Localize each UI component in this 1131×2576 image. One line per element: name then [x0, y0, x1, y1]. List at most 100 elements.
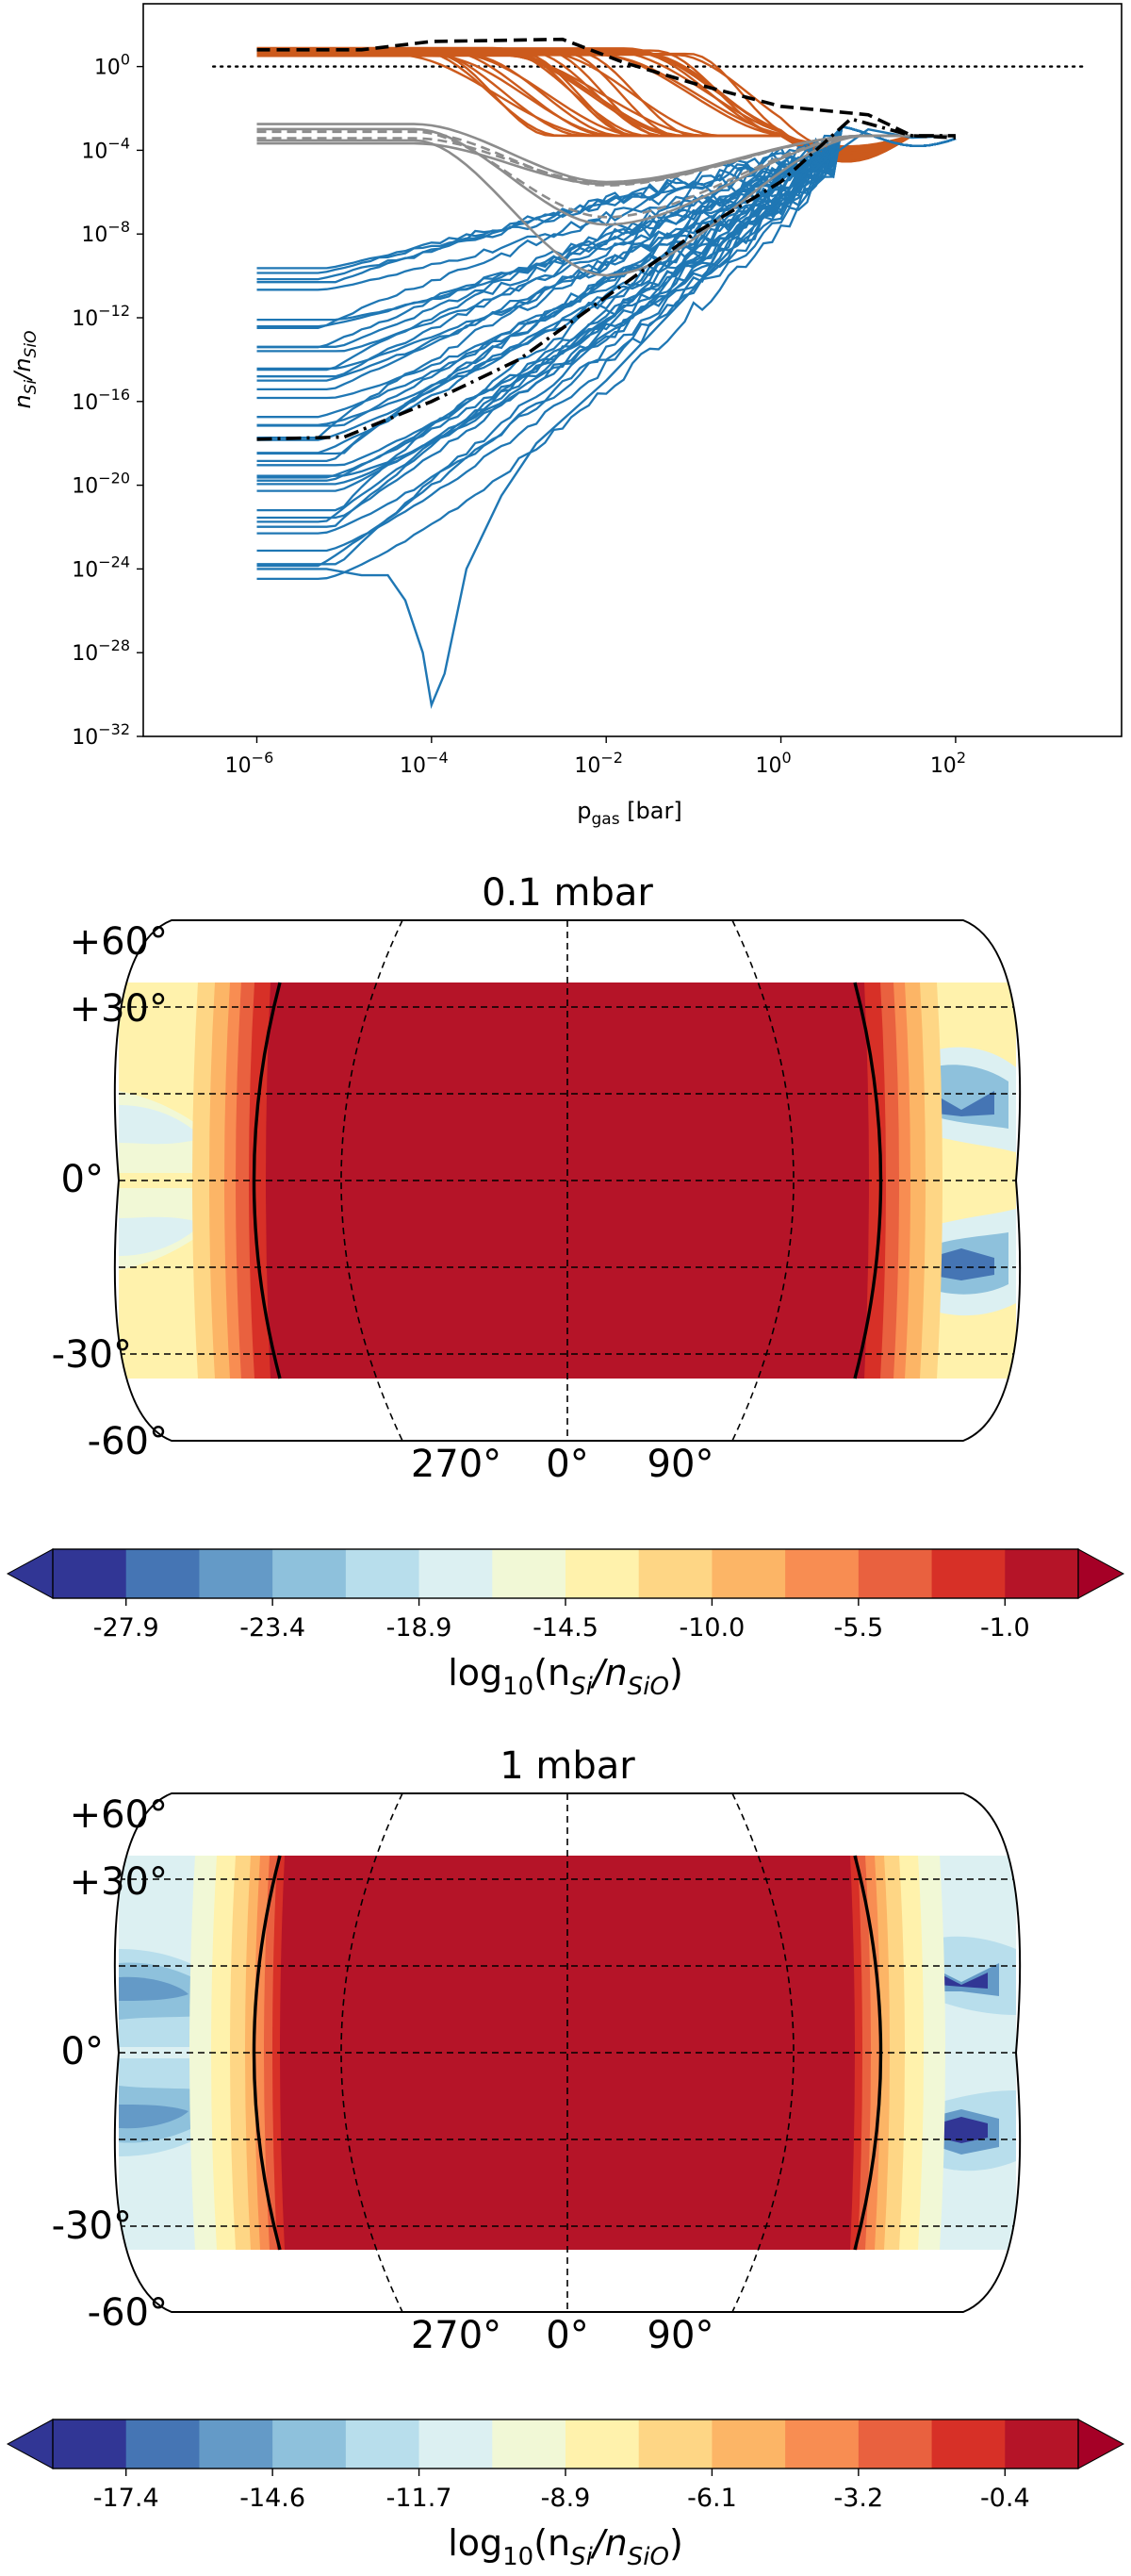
series-line-dayside [256, 52, 956, 163]
plot-frame [142, 3, 1123, 737]
series-line-terminator [256, 130, 956, 187]
colorbar-tick-label: -27.9 [93, 1613, 159, 1643]
colorbar-tick-label: -18.9 [386, 1613, 452, 1643]
map-contour [928, 1091, 994, 1116]
latitude-label: 0° [61, 1158, 104, 1201]
colorbar-extend-max [1077, 1548, 1125, 1599]
colorbar-swatch [785, 1549, 860, 1598]
colorbar-swatch [712, 1549, 786, 1598]
x-axis-label: pgas [bar] [577, 798, 681, 829]
series-line-nightside [256, 124, 957, 486]
colorbar-tick-label: -14.5 [533, 1613, 598, 1643]
colorbar-tick-label: -10.0 [679, 1613, 745, 1643]
colorbar-swatch [272, 1549, 347, 1598]
colorbar-swatch [53, 2419, 127, 2469]
colorbar-swatch [1005, 2419, 1079, 2469]
y-tick-label: 10−24 [72, 553, 130, 582]
colorbar-tick-label: -17.4 [93, 2484, 159, 2513]
series-line-nightside [256, 124, 957, 391]
latitude-label: +60° [70, 920, 168, 964]
series-line-nightside [256, 124, 957, 371]
map-title: 1 mbar [500, 1744, 635, 1788]
map-title: 0.1 mbar [482, 871, 653, 915]
y-tick-label: 10−16 [72, 386, 130, 415]
colorbar-swatch [931, 2419, 1006, 2469]
colorbar-tick-label: -11.7 [386, 2484, 452, 2513]
colorbar-swatch [566, 1549, 640, 1598]
colorbar-swatch [785, 2419, 860, 2469]
colorbar-tick-label: -3.2 [834, 2484, 884, 2513]
colorbar-swatch [492, 1549, 566, 1598]
y-tick-label: 10−20 [72, 470, 130, 499]
map-contour [119, 1105, 203, 1145]
y-tick-label: 10−32 [72, 720, 130, 750]
colorbar-tick-label: -6.1 [687, 2484, 737, 2513]
x-tick-label: 10−6 [225, 749, 274, 778]
y-axis-label: nSi/nSiO [9, 331, 41, 409]
y-tick-label: 10−4 [81, 134, 130, 163]
colorbar-swatch [125, 2419, 200, 2469]
map-panel-0.1mbar: 0.1 mbar +60° +30° 0° -30° -60° 270° 0° 90° [52, 871, 1022, 1486]
colorbar-swatch [125, 1549, 200, 1598]
colorbar-tick-label: -14.6 [239, 2484, 305, 2513]
latitude-label: +30° [70, 987, 168, 1031]
y-tick-label: 10−8 [81, 218, 130, 247]
latitude-label: -60° [88, 2291, 168, 2335]
series-line-terminator [256, 127, 956, 226]
colorbar-label: log10(nSi/nSiO) [448, 1652, 683, 1701]
longitude-label: 270° [411, 2314, 501, 2357]
map-outline [113, 919, 1022, 1442]
x-tick-label: 102 [930, 749, 966, 778]
colorbar-swatch [418, 2419, 493, 2469]
terminator-line [853, 982, 883, 1379]
colorbar-swatch [638, 1549, 713, 1598]
colorbar-swatch [418, 1549, 493, 1598]
series-line-nightside [256, 124, 957, 349]
y-tick-label: 100 [94, 51, 130, 80]
series-line-terminator [256, 130, 956, 219]
colorbar-0.1mbar: -27.9 -23.4 -18.9 -14.5 -10.0 -5.5 -1.0 log10(n… [6, 1548, 1125, 1701]
colorbar-swatch [272, 2419, 347, 2469]
series-line-nightside [256, 124, 957, 382]
colorbar-swatch [712, 2419, 786, 2469]
y-tick-label: 10−28 [72, 636, 130, 666]
series-line-dayside [256, 47, 956, 157]
longitude-label: 270° [411, 1443, 501, 1486]
meridian-gridline [340, 1792, 403, 2313]
highlight-line-dayside-mean [256, 37, 956, 140]
longitude-label: 0° [546, 1443, 588, 1486]
x-tick-label: 10−4 [400, 749, 449, 778]
x-tick-label: 10−2 [574, 749, 623, 778]
colorbar-label: log10(nSi/nSiO) [448, 2522, 683, 2571]
longitude-label: 90° [647, 2314, 714, 2357]
map-contour [119, 1216, 203, 1256]
series-line-dayside [256, 54, 956, 149]
longitude-label: 0° [546, 2314, 588, 2357]
colorbar-swatch [199, 1549, 273, 1598]
terminator-line [252, 982, 282, 1379]
latitude-label: -60° [88, 1420, 168, 1463]
series-line-terminator [256, 134, 956, 277]
colorbar-swatch [345, 1549, 420, 1598]
highlight-line-nightside-mean [256, 117, 956, 441]
colorbar-swatch [931, 1549, 1006, 1598]
colorbar-tick-label: -5.5 [834, 1613, 884, 1643]
colorbar-tick-label: -0.4 [980, 2484, 1030, 2513]
colorbar-extend-max [1077, 2419, 1125, 2469]
map-panel-1mbar: 1 mbar +60° +30° 0° -30° -60° 270° 0° 90° [52, 1744, 1022, 2357]
series-line-nightside-dip [256, 127, 956, 710]
terminator-line [853, 1855, 883, 2251]
series-line-nightside [256, 124, 957, 482]
latitude-label: +60° [70, 1793, 168, 1837]
latitude-label: -30° [52, 1333, 132, 1377]
map-outline [113, 1792, 1022, 2313]
map-contour [928, 1248, 994, 1280]
map-contour [938, 2117, 988, 2143]
latitude-label: +30° [70, 1860, 168, 1904]
colorbar-swatch [858, 2419, 933, 2469]
colorbar-tick-label: -8.9 [541, 2484, 591, 2513]
colorbar-swatch [566, 2419, 640, 2469]
colorbar-swatch [345, 2419, 420, 2469]
colorbar-swatch [858, 1549, 933, 1598]
